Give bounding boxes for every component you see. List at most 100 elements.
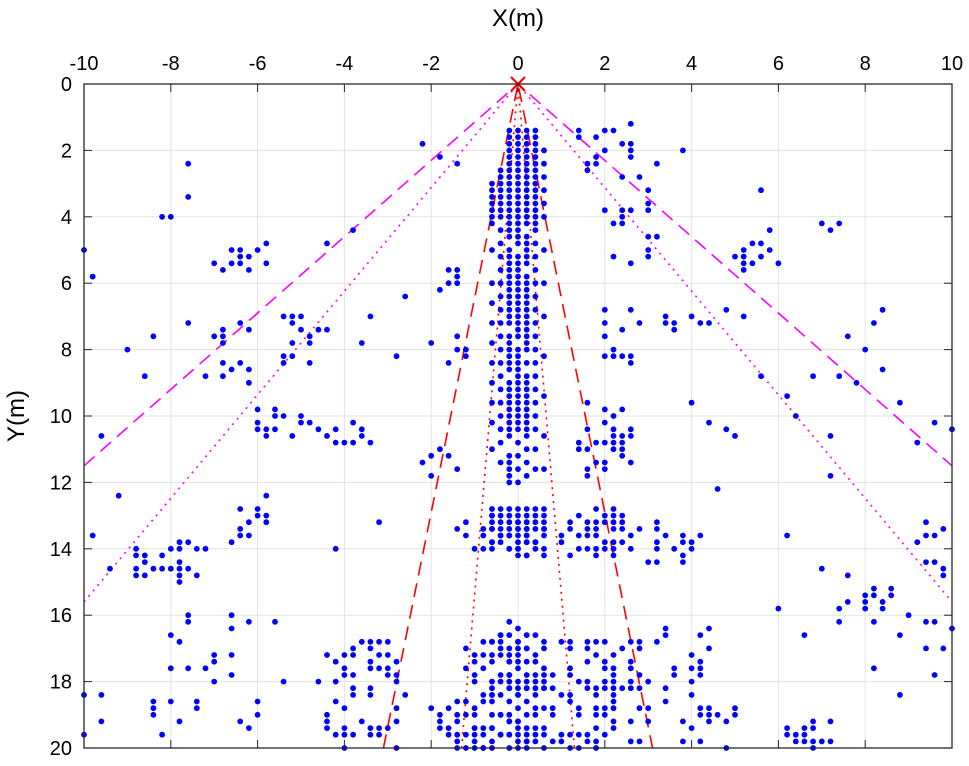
data-point (489, 512, 495, 519)
data-point (393, 678, 400, 685)
data-point (584, 399, 591, 406)
data-point (610, 346, 617, 353)
data-point (532, 253, 539, 260)
data-point (350, 685, 356, 692)
data-point (506, 260, 513, 267)
data-point (740, 253, 747, 260)
y-tick-label: 10 (50, 406, 72, 428)
data-point (358, 638, 365, 645)
data-point (341, 705, 348, 712)
data-point (575, 545, 582, 552)
data-point (384, 672, 391, 678)
data-point (523, 293, 530, 300)
data-point (506, 187, 513, 194)
data-point (515, 187, 521, 194)
data-point (923, 559, 929, 565)
data-point (523, 260, 530, 267)
data-point (940, 526, 947, 532)
data-point (758, 373, 764, 380)
data-point (497, 645, 504, 652)
data-point (706, 625, 712, 632)
data-point (220, 326, 226, 333)
data-point (497, 692, 504, 698)
data-point (532, 413, 539, 419)
data-point (879, 366, 886, 373)
data-point (541, 725, 547, 731)
data-point (515, 466, 521, 472)
data-point (541, 552, 547, 559)
data-point (532, 711, 539, 718)
data-point (471, 725, 478, 731)
data-point (176, 638, 183, 645)
data-point (463, 711, 469, 718)
data-point (654, 638, 660, 645)
data-point (506, 247, 513, 253)
data-point (523, 459, 530, 466)
data-point (541, 685, 547, 692)
data-point (350, 645, 356, 652)
data-point (523, 386, 530, 393)
data-point (237, 532, 244, 539)
data-point (567, 672, 573, 678)
data-point (428, 340, 435, 346)
data-point (897, 632, 903, 638)
data-point (150, 711, 157, 718)
data-point (445, 725, 452, 731)
data-point (167, 665, 174, 672)
data-point (419, 459, 426, 466)
y-tick-label: 6 (61, 273, 72, 295)
data-point (280, 413, 287, 419)
data-point (575, 731, 582, 738)
data-point (228, 672, 235, 678)
data-point (567, 519, 573, 526)
data-point (506, 658, 513, 665)
data-point (220, 340, 226, 346)
data-point (515, 360, 521, 366)
data-point (515, 419, 521, 426)
data-point (463, 698, 469, 705)
data-point (515, 134, 521, 141)
data-point (584, 472, 591, 479)
data-point (619, 539, 626, 546)
data-point (645, 253, 652, 260)
data-point (923, 519, 929, 526)
data-point (263, 260, 270, 267)
data-point (827, 738, 834, 745)
data-point (575, 134, 582, 141)
data-point (601, 147, 608, 154)
data-point (541, 512, 547, 519)
data-point (619, 140, 626, 147)
data-point (419, 140, 426, 147)
data-point (827, 227, 834, 234)
data-point (393, 658, 400, 665)
data-point (740, 267, 747, 273)
axis-ticks: -10 -8 -6 -4 -2 0 2 4 6 8 10 0 2 4 6 8 10 12 14 16 18 20 (50, 53, 963, 760)
data-point (89, 532, 96, 539)
data-point (532, 446, 539, 453)
data-point (593, 685, 599, 692)
data-point (532, 227, 539, 234)
data-point (506, 273, 513, 280)
data-point (263, 519, 270, 526)
data-point (489, 692, 495, 698)
data-point (515, 685, 521, 692)
data-point (454, 466, 461, 472)
data-point (298, 326, 304, 333)
data-point (610, 678, 617, 685)
data-point (862, 605, 869, 612)
data-point (350, 439, 356, 446)
data-point (827, 718, 834, 725)
data-point (627, 738, 634, 745)
data-point (593, 134, 599, 141)
data-point (931, 672, 938, 678)
data-point (836, 618, 843, 625)
data-point (584, 738, 591, 745)
data-point (523, 253, 530, 260)
data-point (298, 413, 304, 419)
data-point (619, 353, 626, 360)
data-point (627, 459, 634, 466)
data-point (610, 552, 617, 559)
data-point (584, 167, 591, 174)
data-point (567, 552, 573, 559)
data-point (315, 678, 322, 685)
